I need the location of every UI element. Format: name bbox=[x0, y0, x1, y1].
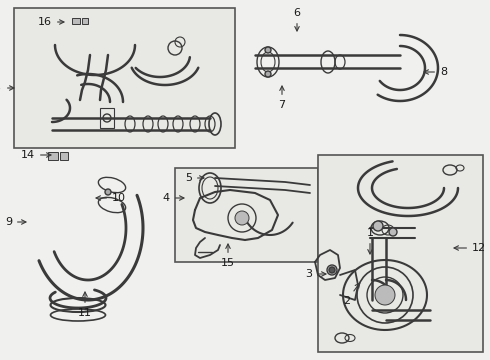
Bar bbox=[318, 155, 483, 352]
Text: 7: 7 bbox=[278, 86, 286, 110]
Text: 11: 11 bbox=[78, 292, 92, 318]
Circle shape bbox=[373, 221, 383, 231]
Text: 9: 9 bbox=[5, 217, 26, 227]
Text: 3: 3 bbox=[305, 269, 326, 279]
Text: 10: 10 bbox=[96, 193, 126, 203]
Circle shape bbox=[235, 211, 249, 225]
Bar bbox=[48, 152, 58, 160]
Circle shape bbox=[265, 47, 271, 53]
Text: 5: 5 bbox=[185, 173, 204, 183]
Bar bbox=[175, 168, 318, 262]
Text: 1: 1 bbox=[367, 228, 373, 254]
Circle shape bbox=[327, 265, 337, 275]
Text: 16: 16 bbox=[38, 17, 64, 27]
Text: 15: 15 bbox=[221, 244, 235, 268]
Bar bbox=[14, 8, 235, 148]
Text: 6: 6 bbox=[294, 8, 300, 31]
Bar bbox=[82, 18, 88, 24]
Text: 14: 14 bbox=[21, 150, 51, 160]
Text: 13: 13 bbox=[0, 83, 14, 93]
Text: 12: 12 bbox=[454, 243, 486, 253]
Text: 4: 4 bbox=[163, 193, 184, 203]
Circle shape bbox=[375, 285, 395, 305]
Bar bbox=[100, 108, 114, 128]
Text: 8: 8 bbox=[424, 67, 447, 77]
Text: 2: 2 bbox=[343, 283, 360, 306]
Bar bbox=[72, 18, 80, 24]
Circle shape bbox=[265, 71, 271, 77]
Circle shape bbox=[329, 267, 335, 273]
Bar bbox=[60, 152, 68, 160]
Circle shape bbox=[389, 228, 397, 236]
Circle shape bbox=[105, 189, 111, 195]
